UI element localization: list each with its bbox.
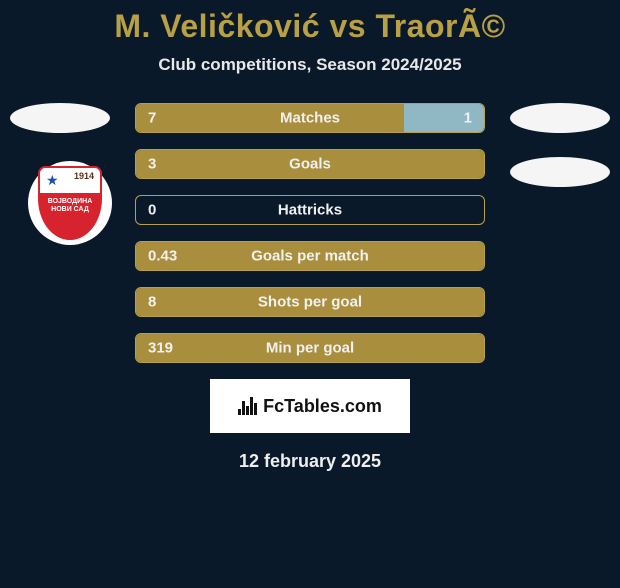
club-name-line2: НОВИ САД [40, 206, 100, 214]
date-label: 12 february 2025 [10, 451, 610, 472]
footer-brand-box: FcTables.com [210, 379, 410, 433]
subtitle: Club competitions, Season 2024/2025 [0, 55, 620, 75]
player-right-placeholder [510, 103, 610, 133]
club-shield-icon: ★ 1914 ВОЈВОДИНА НОВИ САД [38, 166, 102, 240]
stat-label: Goals [136, 156, 484, 173]
stat-row: 0Hattricks [135, 195, 485, 225]
club-left-badge: ★ 1914 ВОЈВОДИНА НОВИ САД [28, 161, 112, 245]
stat-label: Hattricks [136, 202, 484, 219]
page-title: M. Veličković vs TraorÃ© [0, 8, 620, 45]
stat-label: Min per goal [136, 340, 484, 357]
stat-label: Goals per match [136, 248, 484, 265]
comparison-panel: ★ 1914 ВОЈВОДИНА НОВИ САД 71Matches 3Goal… [0, 103, 620, 472]
club-name: ВОЈВОДИНА НОВИ САД [40, 198, 100, 215]
club-name-line1: ВОЈВОДИНА [40, 198, 100, 206]
club-right-placeholder [510, 157, 610, 187]
stat-row: 3Goals [135, 149, 485, 179]
stat-row: 8Shots per goal [135, 287, 485, 317]
stat-row: 319Min per goal [135, 333, 485, 363]
player-left-placeholder [10, 103, 110, 133]
footer-brand-text: FcTables.com [263, 396, 382, 417]
stat-bars: 71Matches 3Goals 0Hattricks 0.43Goals per m… [135, 103, 485, 363]
club-year: 1914 [74, 171, 94, 181]
stat-row: 71Matches [135, 103, 485, 133]
bar-chart-icon [238, 397, 257, 415]
stat-label: Matches [136, 110, 484, 127]
stat-row: 0.43Goals per match [135, 241, 485, 271]
stat-label: Shots per goal [136, 294, 484, 311]
star-icon: ★ [46, 172, 59, 189]
